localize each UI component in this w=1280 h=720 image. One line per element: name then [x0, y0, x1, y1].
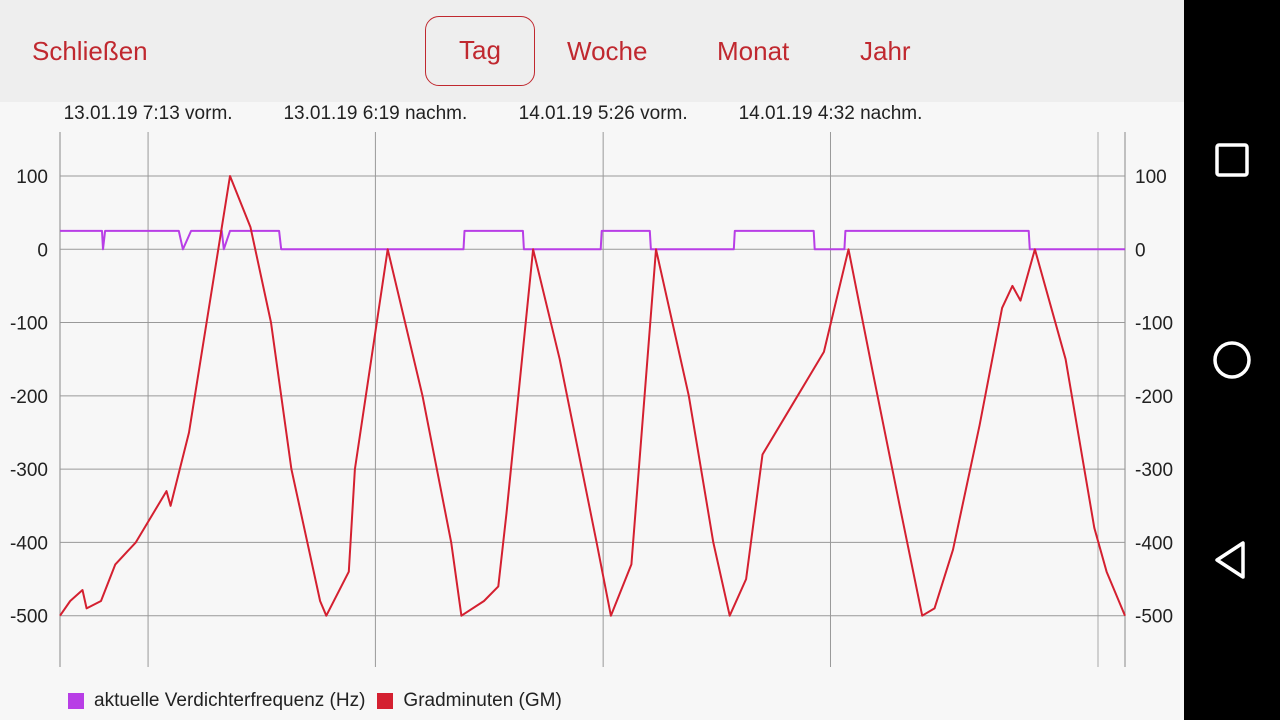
tab-year[interactable]: Jahr	[860, 36, 911, 66]
legend-item-degree-minutes: Gradminuten (GM)	[377, 690, 562, 712]
series-line-degree-minutes	[59, 175, 1126, 617]
back-button[interactable]	[1184, 512, 1280, 608]
y-left-tick-label: -500	[10, 607, 48, 628]
series-line-frequency	[60, 229, 1125, 251]
y-right-tick-label: -500	[1135, 607, 1173, 628]
y-right-tick-label: -400	[1135, 533, 1173, 554]
tab-week[interactable]: Woche	[567, 36, 648, 66]
y-left-tick-label: 0	[37, 240, 48, 261]
android-navigation-bar	[1184, 0, 1280, 720]
y-left-tick-label: -400	[10, 533, 48, 554]
chart-legend: aktuelle Verdichterfrequenz (Hz) Gradmin…	[68, 688, 574, 714]
y-right-tick-label: -100	[1135, 314, 1173, 335]
y-left-tick-label: -200	[10, 387, 48, 408]
overview-button[interactable]	[1184, 112, 1280, 208]
circle-home-icon	[1213, 341, 1251, 379]
legend-label-frequency: aktuelle Verdichterfrequenz (Hz)	[94, 690, 366, 711]
line-chart[interactable]: 100 0 -100 -200 -300 -400 -500 100 0 -100 -200 -300…	[0, 102, 1184, 720]
legend-swatch-frequency	[68, 693, 84, 709]
y-right-tick-label: 100	[1135, 167, 1167, 188]
y-right-tick-label: -200	[1135, 387, 1173, 408]
square-overview-icon	[1215, 143, 1249, 177]
y-left-tick-label: -100	[10, 314, 48, 335]
y-right-tick-label: -300	[1135, 460, 1173, 481]
legend-item-frequency: aktuelle Verdichterfrequenz (Hz)	[68, 690, 365, 712]
triangle-back-icon	[1215, 541, 1245, 579]
x-tick-label: 13.01.19 7:13 vorm.	[64, 103, 233, 124]
tab-day[interactable]: Tag	[425, 16, 535, 86]
tab-month[interactable]: Monat	[717, 36, 790, 66]
y-left-tick-label: -300	[10, 460, 48, 481]
y-left-tick-label: 100	[16, 167, 48, 188]
x-tick-label: 14.01.19 4:32 nachm.	[739, 103, 923, 124]
close-button[interactable]: Schließen	[32, 36, 148, 66]
x-tick-label: 13.01.19 6:19 nachm.	[283, 103, 467, 124]
top-toolbar: Schließen Tag Woche Monat Jahr	[0, 0, 1184, 102]
y-right-tick-label: 0	[1135, 240, 1146, 261]
legend-swatch-degree-minutes	[377, 693, 394, 709]
legend-label-degree-minutes: Gradminuten (GM)	[403, 690, 562, 711]
home-button[interactable]	[1184, 312, 1280, 408]
x-tick-label: 14.01.19 5:26 vorm.	[519, 103, 688, 124]
